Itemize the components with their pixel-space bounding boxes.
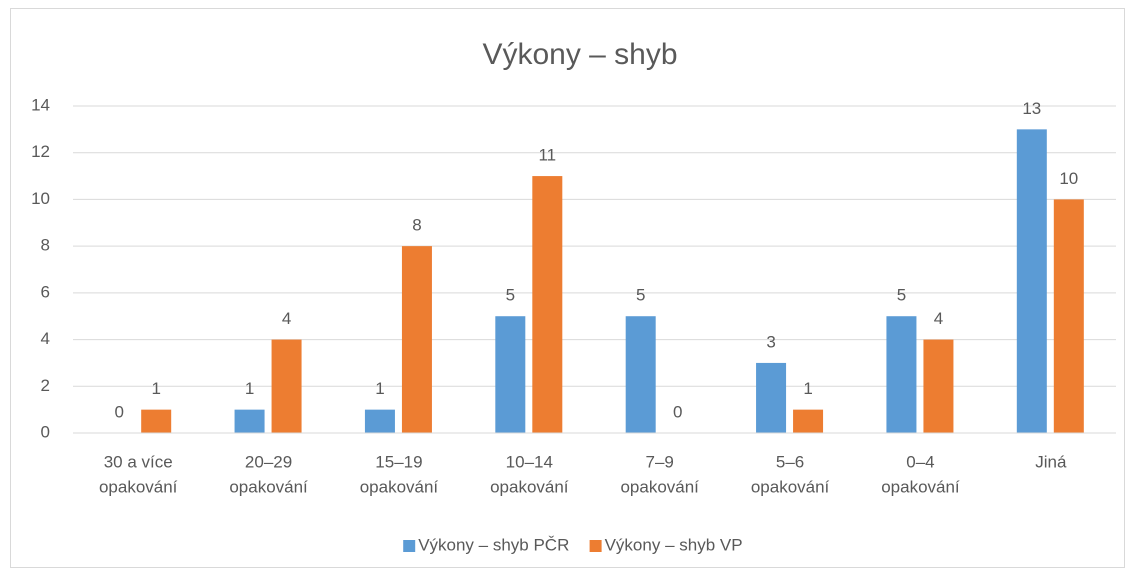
bar <box>401 246 432 433</box>
data-label: 11 <box>538 146 556 165</box>
x-tick-label: opakování <box>620 477 699 496</box>
bar <box>886 316 917 433</box>
x-tick-label: 5–6 <box>776 452 804 471</box>
data-label: 0 <box>673 402 682 421</box>
y-tick-label: 6 <box>41 282 50 301</box>
x-tick-label: opakování <box>881 477 960 496</box>
data-label: 5 <box>636 286 645 305</box>
bar <box>271 339 302 433</box>
bar <box>141 409 172 433</box>
data-label: 3 <box>766 332 775 351</box>
bar <box>364 409 395 433</box>
bar <box>495 316 526 433</box>
legend-label: Výkony – shyb VP <box>605 535 743 554</box>
bar <box>756 362 787 433</box>
data-label: 5 <box>506 286 515 305</box>
x-tick-label: opakování <box>99 477 178 496</box>
y-tick-label: 8 <box>41 236 50 255</box>
legend-swatch <box>589 540 602 552</box>
data-label: 5 <box>897 286 906 305</box>
x-tick-label: 15–19 <box>375 452 422 471</box>
x-tick-label: Jiná <box>1035 452 1067 471</box>
x-tick-label: 0–4 <box>906 452 934 471</box>
x-tick-label: 10–14 <box>506 452 553 471</box>
x-tick-label: opakování <box>360 477 439 496</box>
data-label: 1 <box>375 379 384 398</box>
data-label: 1 <box>245 379 254 398</box>
x-tick-label: 20–29 <box>245 452 292 471</box>
bar <box>1053 199 1084 433</box>
data-label: 10 <box>1059 169 1078 188</box>
x-tick-label: opakování <box>229 477 308 496</box>
data-label: 13 <box>1022 99 1041 118</box>
data-label: 4 <box>934 309 943 328</box>
data-label: 1 <box>151 379 160 398</box>
y-tick-label: 12 <box>31 142 50 161</box>
legend-label: Výkony – shyb PČR <box>418 535 569 554</box>
bar <box>1016 129 1047 433</box>
bar <box>923 339 954 433</box>
bar <box>625 316 656 433</box>
bar <box>532 176 563 434</box>
y-tick-label: 14 <box>31 95 50 114</box>
bar <box>234 409 265 433</box>
y-tick-label: 4 <box>41 329 50 348</box>
data-label: 0 <box>114 402 123 421</box>
data-label: 8 <box>412 216 421 235</box>
y-tick-label: 0 <box>41 422 50 441</box>
data-label: 1 <box>803 379 812 398</box>
x-tick-label: 30 a více <box>104 452 173 471</box>
legend-swatch <box>403 540 416 552</box>
bar <box>793 409 824 433</box>
x-tick-label: 7–9 <box>646 452 674 471</box>
x-tick-label: opakování <box>751 477 830 496</box>
y-tick-label: 2 <box>41 376 50 395</box>
y-tick-label: 10 <box>31 189 50 208</box>
chart-title: Výkony – shyb <box>482 38 677 71</box>
x-tick-label: opakování <box>490 477 569 496</box>
chart-border <box>10 8 1125 568</box>
data-label: 4 <box>282 309 291 328</box>
